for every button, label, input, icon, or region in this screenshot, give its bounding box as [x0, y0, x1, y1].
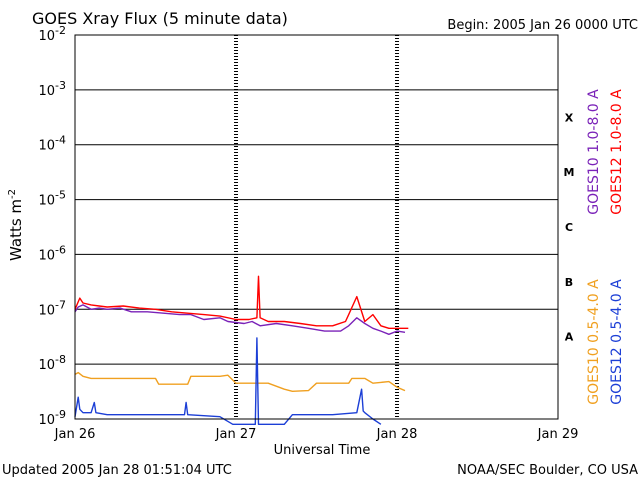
y-tick-base: 10 [38, 194, 55, 209]
x-axis-tick-labels: Jan 26 Jan 27 Jan 28 Jan 29 [54, 427, 579, 442]
updated-timestamp: Updated 2005 Jan 28 01:51:04 UTC [2, 463, 232, 478]
credit-text: NOAA/SEC Boulder, CO USA [457, 463, 638, 478]
x-tick-label: Jan 29 [537, 427, 579, 442]
y-tick-exponent: -3 [55, 79, 66, 92]
flare-class-label: B [565, 276, 573, 289]
y-tick-base: 10 [38, 358, 55, 373]
flare-class-labels: X M C B A [564, 111, 575, 343]
y-tick-label: 10-7 [38, 298, 66, 318]
series-line-2 [74, 275, 409, 329]
y-axis-label-exponent: -2 [7, 189, 18, 199]
y-tick-label: 10-4 [38, 134, 66, 154]
series-line-4 [74, 337, 382, 425]
y-axis-label-unit: Watts m [7, 199, 25, 261]
y-tick-label: 10-3 [38, 79, 66, 99]
day-hatch-marks [234, 35, 399, 419]
series-line-3 [74, 371, 406, 392]
legend-entry: GOES10 1.0-8.0 A [586, 89, 602, 215]
chart-title: GOES Xray Flux (5 minute data) [32, 9, 288, 28]
x-tick-label: Jan 28 [376, 427, 418, 442]
series-legend: GOES10 1.0-8.0 A GOES12 1.0-8.0 A GOES10 0… [586, 89, 625, 405]
y-tick-exponent: -5 [55, 189, 66, 202]
y-tick-label: 10-8 [38, 353, 66, 373]
y-tick-base: 10 [38, 84, 55, 99]
y-tick-exponent: -9 [55, 408, 66, 421]
series-line-1 [74, 304, 406, 335]
y-tick-label: 10-5 [38, 189, 66, 209]
flare-class-label: M [564, 166, 575, 179]
plot-frame [74, 34, 559, 420]
y-tick-base: 10 [38, 303, 55, 318]
flare-class-label: A [565, 331, 574, 344]
flare-class-label: X [565, 111, 574, 124]
y-tick-base: 10 [38, 413, 55, 428]
y-tick-label: 10-9 [38, 408, 66, 428]
y-tick-label: 10-6 [38, 243, 66, 263]
y-tick-exponent: -4 [55, 134, 66, 147]
legend-entry: GOES10 0.5-4.0 A [586, 279, 602, 405]
data-series [74, 275, 409, 425]
y-tick-base: 10 [38, 139, 55, 154]
x-tick-label: Jan 26 [54, 427, 96, 442]
y-axis-tick-labels: 10-910-810-710-610-510-410-310-2 [38, 24, 66, 428]
flare-class-label: C [565, 221, 573, 234]
y-tick-exponent: -6 [55, 243, 66, 256]
y-axis-label-text: Watts m-2 [7, 189, 25, 261]
y-tick-exponent: -7 [55, 298, 66, 311]
y-tick-base: 10 [38, 29, 55, 44]
legend-entry: GOES12 0.5-4.0 A [609, 279, 625, 405]
y-axis-label: Watts m-2 [7, 189, 25, 261]
y-tick-exponent: -8 [55, 353, 66, 366]
y-tick-base: 10 [38, 248, 55, 263]
y-tick-exponent: -2 [55, 24, 66, 37]
x-tick-label: Jan 27 [215, 427, 257, 442]
y-tick-label: 10-2 [38, 24, 66, 44]
legend-entry: GOES12 1.0-8.0 A [609, 89, 625, 215]
begin-date: Begin: 2005 Jan 26 0000 UTC [447, 18, 638, 33]
x-axis-label: Universal Time [274, 443, 371, 458]
